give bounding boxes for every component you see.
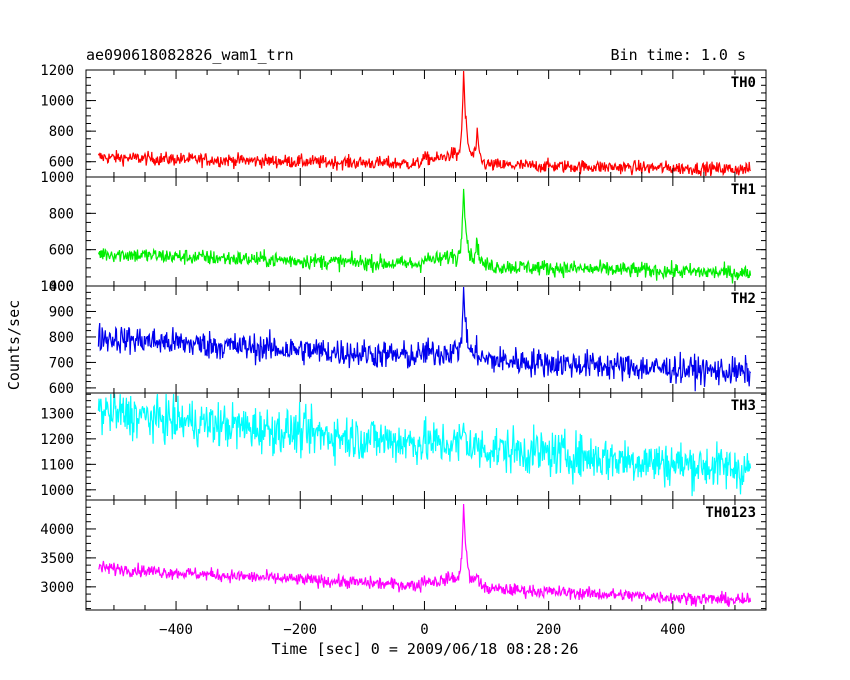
y-tick-label-th0123-3000: 3000: [40, 580, 74, 596]
y-tick-label-th3-1000: 1000: [40, 483, 74, 499]
y-tick-label-th2-1000: 1000: [40, 279, 74, 295]
panel-label-th1: TH1: [731, 182, 756, 198]
panel-th2-frame: [85, 285, 767, 394]
series-th2-line: [97, 286, 752, 392]
y-tick-label-th0-1000: 1000: [40, 94, 74, 110]
panel-label-th2: TH2: [731, 291, 756, 307]
x-tick-label-400: 400: [660, 622, 685, 638]
series-th3-line: [97, 393, 752, 497]
x-tick-label--400: −400: [159, 622, 193, 638]
y-tick-label-th1-1000: 1000: [40, 170, 74, 186]
y-tick-label-th0123-3500: 3500: [40, 551, 74, 567]
series-th1-line: [97, 188, 752, 284]
y-tick-label-th3-1200: 1200: [40, 432, 74, 448]
y-tick-label-th0-800: 800: [49, 124, 74, 140]
x-axis-label: Time [sec] 0 = 2009/06/18 08:28:26: [271, 640, 578, 658]
y-tick-label-th1-800: 800: [49, 206, 74, 222]
panel-label-th0123: TH0123: [705, 505, 756, 521]
y-tick-label-th2-700: 700: [49, 355, 74, 371]
y-tick-label-th0-1200: 1200: [40, 63, 74, 79]
y-axis-label: Counts/sec: [5, 300, 23, 390]
y-tick-label-th0123-4000: 4000: [40, 522, 74, 538]
y-tick-label-th0-600: 600: [49, 155, 74, 171]
panel-th0123-frame: [85, 499, 767, 611]
y-tick-label-th2-600: 600: [49, 381, 74, 397]
y-tick-label-th1-400: 400: [49, 279, 74, 295]
y-tick-label-th1-600: 600: [49, 243, 74, 259]
panel-label-th0: TH0: [731, 75, 756, 91]
chart-header-right: Bin time: 1.0 s: [611, 46, 746, 64]
series-th0123-line: [98, 503, 752, 607]
x-tick-label-200: 200: [536, 622, 561, 638]
y-tick-label-th2-900: 900: [49, 304, 74, 320]
x-tick-label-0: 0: [420, 622, 428, 638]
series-th0-line: [97, 70, 752, 177]
y-tick-label-th3-1300: 1300: [40, 406, 74, 422]
chart-header-left: ae090618082826_wam1_trn: [86, 46, 294, 64]
y-tick-label-th2-800: 800: [49, 330, 74, 346]
panel-label-th3: TH3: [731, 398, 756, 414]
panels-group: 600 800 1000 1200 TH0 400 600 800 1000 TH1 600 700 8…: [40, 63, 767, 638]
y-tick-label-th3-1100: 1100: [40, 457, 74, 473]
x-tick-label--200: −200: [283, 622, 317, 638]
